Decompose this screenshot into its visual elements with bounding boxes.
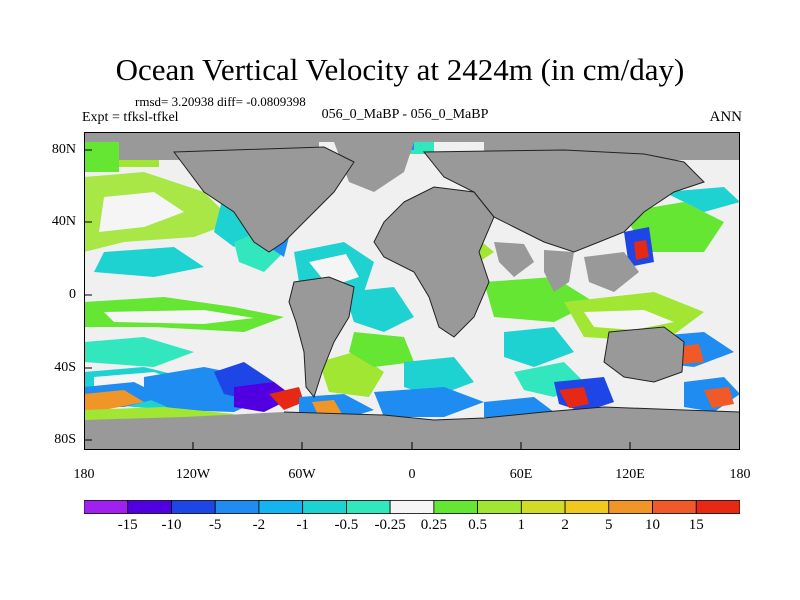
colorbar-label: 0.25	[420, 517, 448, 533]
lat-label-40n: 40N	[51, 214, 76, 229]
colorbar-label: -5	[208, 517, 222, 533]
colorbar-label: -15	[117, 517, 138, 533]
colorbar-label: -0.25	[374, 517, 406, 533]
colorbar-swatch	[171, 500, 216, 514]
lon-label-180w: 180	[73, 467, 95, 482]
land-masses	[84, 132, 740, 450]
case-label: 056_0_MaBP - 056_0_MaBP	[321, 107, 489, 122]
colorbar-swatch	[345, 500, 391, 514]
colorbar-swatch	[608, 500, 653, 514]
colorbar-label: 5	[605, 517, 613, 533]
lon-label-60w: 60W	[288, 467, 316, 482]
colorbar-swatch	[652, 500, 697, 514]
lon-label-180e: 180	[729, 467, 751, 482]
colorbar-swatch	[389, 500, 435, 514]
colorbar-label: 1	[517, 517, 526, 533]
colorbar-swatch	[695, 500, 740, 514]
axis-ticks	[84, 149, 631, 450]
colorbar-swatch	[433, 500, 478, 514]
colorbar-label: 0.5	[468, 517, 487, 533]
colorbar-swatch	[127, 500, 172, 514]
lon-label-120w: 120W	[175, 467, 211, 482]
colorbar-label: -0.5	[334, 517, 359, 533]
colorbar-swatch	[477, 500, 522, 514]
colorbar-label: 10	[645, 517, 660, 533]
map-title: Ocean Vertical Velocity at 2424m (in cm/…	[115, 52, 685, 87]
colorbar-label: -2	[252, 517, 266, 533]
colorbar-swatch	[520, 500, 566, 514]
colorbar	[84, 500, 740, 514]
stats-label: rmsd= 3.20938 diff= -0.0809398	[135, 94, 306, 109]
colorbar-swatch	[258, 500, 304, 514]
colorbar-label: -1	[296, 517, 309, 533]
coastlines	[173, 146, 740, 421]
season-label: ANN	[709, 109, 743, 125]
lat-label-80n: 80N	[51, 142, 76, 157]
lon-label-120e: 120E	[615, 467, 645, 482]
colorbar-swatch	[564, 500, 610, 514]
lat-label-40s: 40S	[54, 360, 76, 375]
ocean-velocity-map	[84, 132, 740, 450]
lon-label-60e: 60E	[509, 467, 533, 482]
experiment-label: Expt = tfksl-tfkel	[82, 110, 179, 125]
colorbar-label: -10	[161, 517, 182, 533]
lon-label-0: 0	[408, 467, 416, 482]
lat-label-0: 0	[69, 287, 76, 302]
colorbar-label: 15	[688, 517, 704, 533]
colorbar-swatch	[302, 500, 347, 514]
lat-label-80s: 80S	[54, 432, 76, 447]
colorbar-label: 2	[561, 517, 569, 533]
colorbar-swatch	[84, 500, 129, 514]
colorbar-swatch	[214, 500, 260, 514]
